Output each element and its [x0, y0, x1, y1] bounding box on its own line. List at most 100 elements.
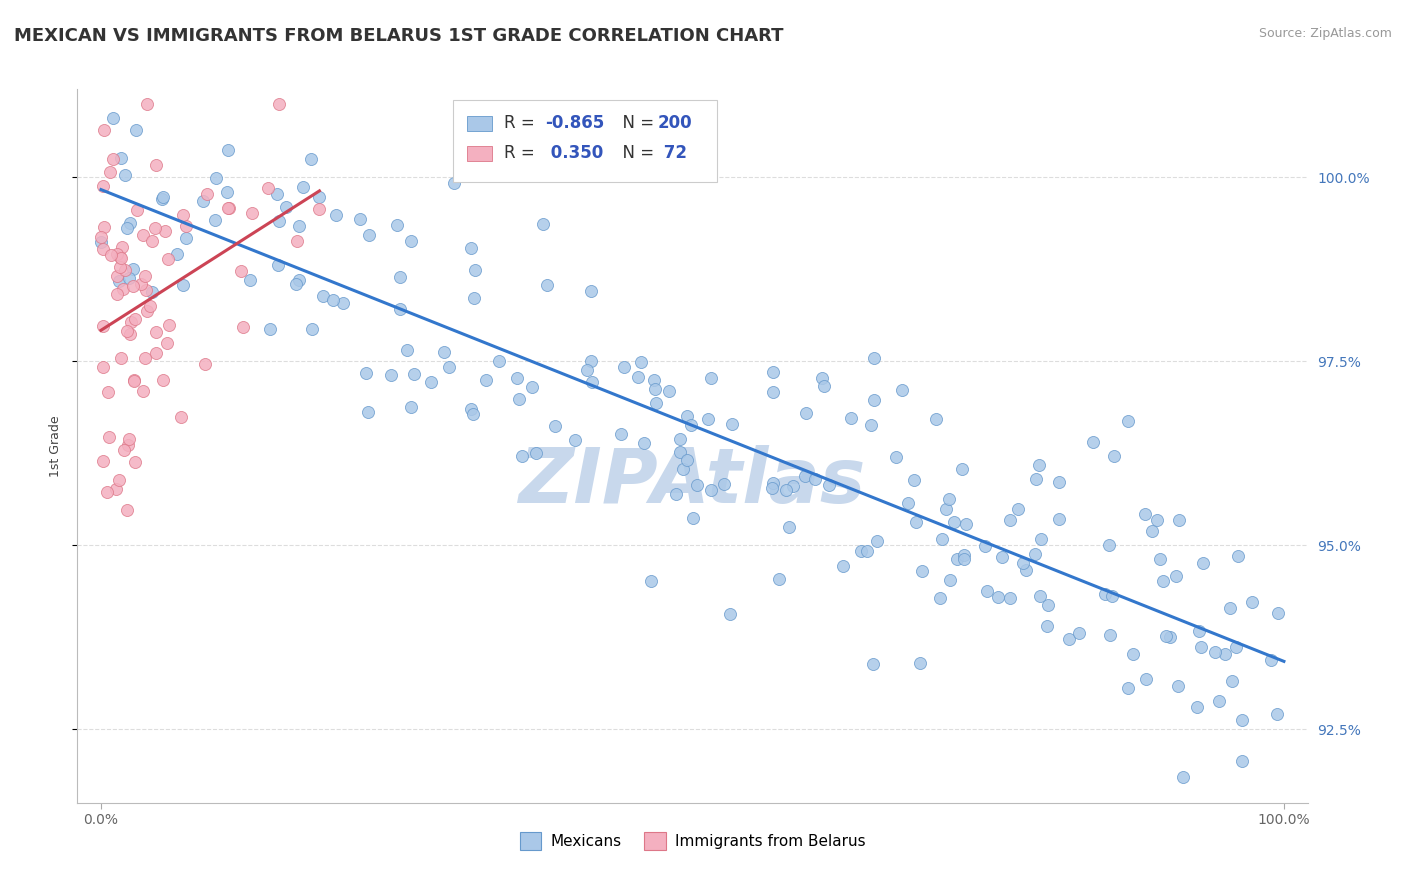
Point [101, 112, 124, 126]
Point [897, 496, 920, 510]
Point [115, 503, 138, 517]
Point [114, 168, 136, 182]
Point [159, 318, 181, 332]
Point [849, 544, 872, 558]
Point [630, 355, 652, 369]
Point [267, 258, 290, 272]
Point [132, 228, 155, 243]
Point [1036, 619, 1059, 633]
Point [813, 379, 835, 393]
Point [91, 359, 114, 374]
Point [953, 548, 976, 562]
Point [658, 384, 681, 398]
Text: MEXICAN VS IMMIGRANTS FROM BELARUS 1ST GRADE CORRELATION CHART: MEXICAN VS IMMIGRANTS FROM BELARUS 1ST G… [14, 27, 783, 45]
Point [259, 322, 281, 336]
Point [118, 432, 141, 446]
Point [204, 213, 226, 227]
Point [125, 123, 148, 137]
Text: N =: N = [613, 114, 659, 132]
Point [987, 591, 1010, 605]
Point [1149, 552, 1171, 566]
Point [633, 436, 655, 450]
Point [141, 234, 163, 248]
Point [115, 221, 138, 235]
Point [240, 205, 263, 219]
Point [215, 185, 238, 199]
Point [1260, 653, 1282, 667]
Point [675, 453, 697, 467]
Point [139, 300, 162, 314]
Point [322, 293, 344, 307]
Point [141, 285, 163, 300]
Point [388, 270, 411, 285]
Point [460, 241, 482, 255]
Point [170, 409, 193, 424]
Point [508, 392, 530, 406]
Point [1225, 640, 1247, 654]
Point [349, 212, 371, 227]
Point [357, 405, 380, 419]
Point [131, 384, 153, 398]
Point [239, 273, 262, 287]
Point [464, 262, 486, 277]
Point [862, 351, 884, 365]
Point [312, 289, 335, 303]
Point [401, 400, 423, 414]
Point [862, 657, 884, 671]
Point [395, 343, 418, 357]
Point [796, 406, 818, 420]
Point [98, 165, 121, 179]
Point [1265, 707, 1288, 722]
Point [911, 565, 934, 579]
Point [866, 534, 889, 549]
Point [443, 177, 465, 191]
Point [108, 260, 131, 275]
Point [931, 533, 953, 547]
Point [1047, 475, 1070, 489]
Point [579, 354, 602, 368]
Point [761, 475, 783, 490]
Point [1025, 472, 1047, 486]
Point [1047, 512, 1070, 526]
Point [686, 478, 709, 492]
Point [1036, 598, 1059, 612]
Point [510, 449, 533, 463]
Point [1230, 713, 1253, 727]
Point [890, 383, 912, 397]
Point [402, 368, 425, 382]
Point [536, 277, 558, 292]
Point [152, 192, 174, 206]
Point [924, 412, 946, 426]
Point [1167, 513, 1189, 527]
Point [1029, 532, 1052, 546]
Point [762, 384, 785, 399]
Point [1000, 591, 1022, 606]
Point [380, 368, 402, 383]
Point [172, 208, 194, 222]
Point [1099, 628, 1122, 642]
Point [301, 322, 323, 336]
Point [531, 218, 554, 232]
Point [1029, 589, 1052, 603]
Point [217, 143, 239, 157]
Point [124, 311, 146, 326]
Point [718, 607, 741, 621]
Point [1213, 648, 1236, 662]
Point [229, 264, 252, 278]
Point [1083, 435, 1105, 450]
Point [1204, 645, 1226, 659]
Point [134, 351, 156, 365]
Point [627, 370, 650, 384]
Point [285, 277, 308, 291]
Point [1230, 755, 1253, 769]
Point [107, 473, 129, 487]
Point [938, 492, 960, 507]
Point [831, 559, 853, 574]
Point [863, 392, 886, 407]
Point [145, 158, 167, 172]
Point [778, 519, 800, 533]
Point [267, 96, 290, 111]
Point [91, 454, 114, 468]
Point [669, 445, 692, 459]
Point [288, 219, 311, 233]
